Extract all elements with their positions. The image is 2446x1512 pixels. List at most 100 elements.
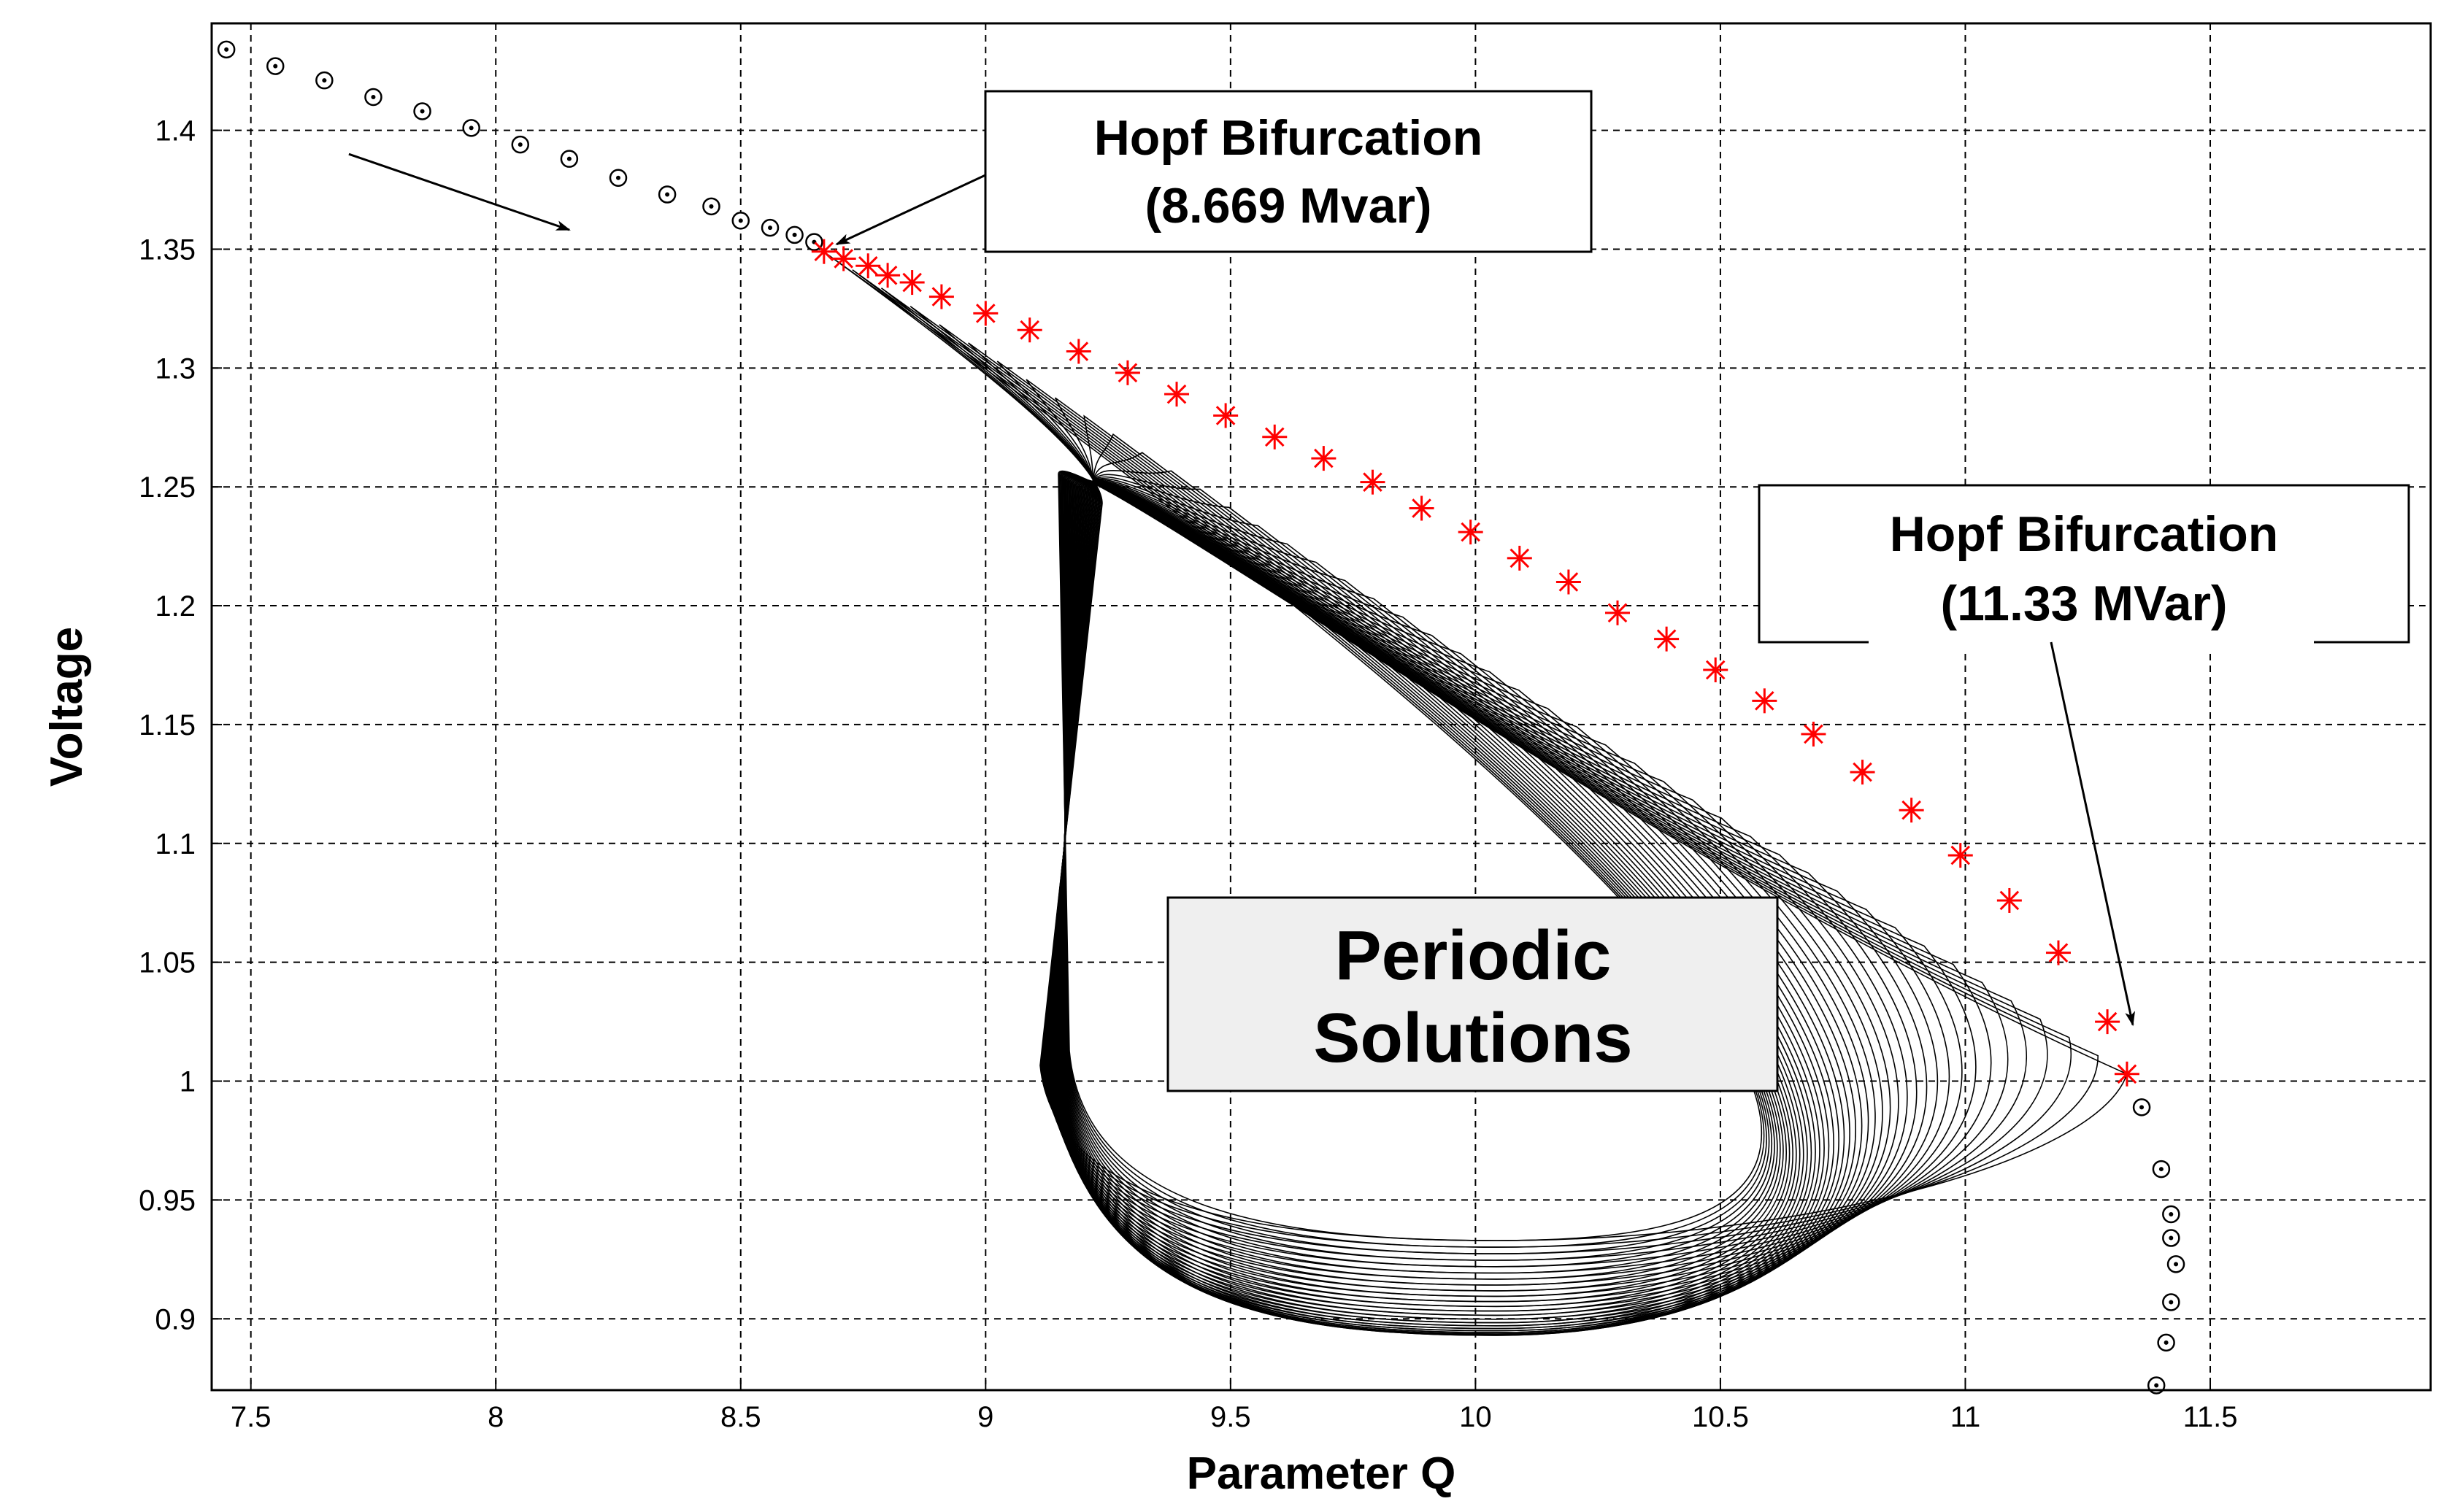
periodic-solutions-box — [1166, 896, 1779, 1092]
stable-point — [609, 169, 628, 187]
y-tick-label: 1.15 — [139, 709, 196, 741]
periodic-cycle — [1059, 477, 1899, 1320]
periodic-cycle — [1055, 479, 1856, 1335]
periodic-cycle — [1058, 478, 1891, 1324]
periodic-cycle — [1060, 477, 1908, 1316]
hopf-annotation-1-arrow — [835, 174, 986, 246]
unstable-point — [1703, 657, 1728, 683]
stable-point — [266, 57, 285, 75]
unstable-point — [2095, 1009, 2120, 1035]
unstable-point — [1213, 403, 1239, 428]
x-tick-label: 9 — [977, 1401, 993, 1433]
y-tick-label: 1.25 — [139, 471, 196, 504]
x-tick-label: 10.5 — [1692, 1401, 1749, 1433]
stable-point — [785, 225, 804, 244]
x-tick-label: 11.5 — [2183, 1401, 2238, 1433]
stable-point — [2157, 1333, 2175, 1352]
periodic-cycle — [1061, 476, 1928, 1308]
hopf-annotation-2: Hopf Bifurcation (11.33 MVar) — [1758, 484, 2410, 1027]
hopf-annotation-1-value: (8.669 Mvar) — [1145, 178, 1431, 234]
unstable-point — [1458, 520, 1483, 545]
unstable-point — [899, 270, 925, 296]
stable-point — [413, 102, 431, 120]
unstable-point — [2114, 1061, 2139, 1087]
x-axis-label: Parameter Q — [1187, 1449, 1456, 1499]
periodic-cycle — [1063, 475, 1950, 1297]
periodic-cycle — [1057, 479, 1869, 1332]
unstable-point — [831, 246, 856, 271]
stable-point — [2162, 1293, 2180, 1311]
unstable-point — [1115, 360, 1140, 385]
unstable-point — [855, 253, 881, 279]
y-tick-label: 1.2 — [155, 590, 196, 622]
periodic-cycle — [1062, 476, 1939, 1303]
unstable-point — [928, 284, 954, 309]
periodic-cycle — [1056, 479, 1863, 1333]
stable-point — [2162, 1205, 2180, 1224]
equilibria-series — [217, 40, 2185, 1395]
unstable-point — [1996, 887, 2022, 913]
direction-arrow — [348, 153, 571, 231]
y-tick-label: 1.3 — [155, 352, 196, 385]
unstable-point — [1752, 688, 1777, 714]
unstable-point — [811, 239, 837, 264]
periodic-cycle — [1055, 479, 1850, 1336]
stable-point — [217, 40, 236, 59]
stable-point — [731, 212, 750, 230]
y-tick-label: 1 — [180, 1066, 196, 1098]
periodic-solutions-line2: Solutions — [1313, 999, 1632, 1077]
unstable-point — [1262, 424, 1288, 450]
tick-labels: 7.5 8 8.5 9 9.5 10 10.5 11 11.5 0.9 0.95 1 1.05 1.1 1.… — [139, 115, 2237, 1433]
unstable-point — [1164, 382, 1190, 407]
hopf-annotation-2-value: (11.33 MVar) — [1940, 576, 2227, 631]
periodic-solutions-curves — [823, 251, 2128, 1336]
periodic-cycle — [1058, 471, 2099, 1248]
unstable-point — [1017, 317, 1042, 343]
stable-point — [2162, 1229, 2180, 1247]
stable-point — [2166, 1255, 2185, 1273]
stable-point — [702, 197, 720, 216]
periodic-cycle — [1059, 471, 2072, 1254]
periodic-cycle — [1058, 479, 1876, 1330]
stable-point — [315, 71, 334, 90]
periodic-solutions-label: Periodic Solutions — [1166, 896, 1779, 1092]
unstable-point — [1899, 798, 1924, 823]
stable-point — [761, 218, 780, 237]
hopf-annotation-2-arrow — [2050, 641, 2136, 1027]
periodic-cycle — [1064, 474, 1977, 1286]
y-tick-label: 0.95 — [139, 1184, 196, 1216]
stable-point — [364, 88, 382, 107]
hopf-annotation-2-title: Hopf Bifurcation — [1890, 506, 2279, 562]
unstable-point — [1066, 339, 1091, 364]
y-tick-label: 1.05 — [139, 947, 196, 979]
periodic-cycle — [1058, 470, 2128, 1241]
stable-point — [511, 135, 530, 154]
unstable-point — [1360, 469, 1385, 495]
y-tick-label: 1.35 — [139, 234, 196, 266]
stable-point — [2132, 1098, 2151, 1116]
periodic-cycle — [1061, 477, 1918, 1312]
x-tick-label: 8 — [488, 1401, 504, 1433]
stable-point — [462, 119, 480, 137]
hopf-annotation-2-gap — [1869, 628, 2314, 649]
y-tick-label: 1.4 — [155, 115, 196, 147]
unstable-point — [1801, 721, 1826, 747]
y-axis-label: Voltage — [42, 627, 92, 787]
periodic-solutions-line1: Periodic — [1335, 917, 1612, 995]
x-tick-label: 7.5 — [231, 1401, 272, 1433]
unstable-point — [1311, 446, 1337, 471]
unstable-point — [1654, 626, 1680, 652]
hopf-annotation-1-title: Hopf Bifurcation — [1094, 110, 1483, 166]
unstable-point — [1947, 843, 1973, 868]
periodic-cycle — [1058, 478, 1883, 1327]
stable-point — [560, 150, 579, 168]
unstable-point — [1409, 495, 1434, 521]
stable-point — [2152, 1160, 2171, 1179]
x-tick-label: 8.5 — [720, 1401, 761, 1433]
unstable-point — [2045, 940, 2071, 965]
periodic-cycle — [1064, 474, 1963, 1292]
unstable-point — [1555, 569, 1581, 595]
x-tick-label: 11 — [1950, 1401, 1981, 1433]
stable-point — [658, 185, 677, 204]
x-tick-label: 10 — [1459, 1401, 1492, 1433]
